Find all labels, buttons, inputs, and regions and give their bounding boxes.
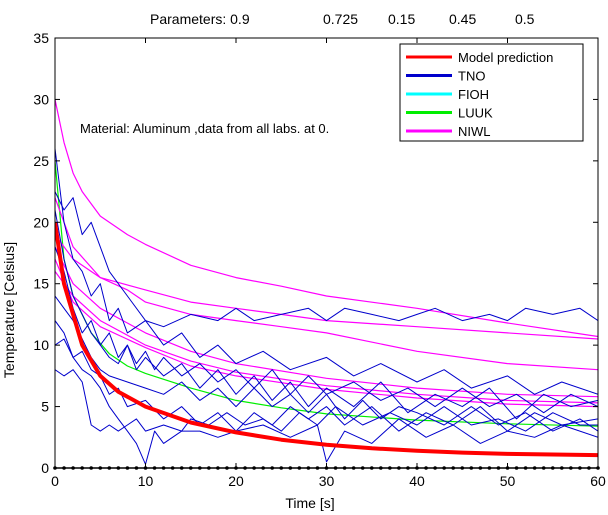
x-tick-label: 50 <box>500 473 516 489</box>
x-tick-label: 20 <box>228 473 244 489</box>
parameter-value-1: 0.725 <box>323 11 358 27</box>
y-tick-label: 5 <box>41 399 49 415</box>
series-line-tno <box>55 320 598 465</box>
chart-annotation: Material: Aluminum ,data from all labs. … <box>80 121 329 136</box>
x-tick-label: 60 <box>590 473 606 489</box>
y-tick-label: 35 <box>33 30 49 46</box>
series-line-niwl <box>55 258 598 408</box>
series-layer <box>55 99 598 465</box>
x-axis-title: Time [s] <box>285 495 334 511</box>
parameters-label: Parameters: 0.9 <box>150 11 250 27</box>
legend-label: LUUK <box>458 106 493 121</box>
parameter-value-4: 0.5 <box>515 11 535 27</box>
parameter-value-2: 0.15 <box>388 11 415 27</box>
x-tick-label: 40 <box>409 473 425 489</box>
legend: Model prediction TNO FIOH LUUK NIWL <box>399 43 584 142</box>
series-line-niwl <box>55 197 598 371</box>
axis-ticks: 0 10 20 30 40 50 60 0 5 10 15 20 25 30 35 <box>33 30 606 489</box>
x-tick-label: 0 <box>51 473 59 489</box>
series-line-tno <box>55 369 598 432</box>
series-line-tno <box>55 246 598 414</box>
series-line-niwl <box>55 271 598 404</box>
series-line-tno <box>55 148 598 334</box>
series-line-tno <box>55 295 598 432</box>
series-line-model-prediction <box>55 222 598 458</box>
y-tick-label: 20 <box>33 214 49 230</box>
x-tick-label: 10 <box>138 473 154 489</box>
y-tick-label: 30 <box>33 91 49 107</box>
parameters-header: Parameters: 0.9 0.725 0.15 0.45 0.5 <box>150 11 535 27</box>
series-line-luuk <box>55 160 598 427</box>
y-tick-label: 0 <box>41 460 49 476</box>
legend-label: FIOH <box>458 87 489 102</box>
series-line-niwl <box>55 99 598 338</box>
legend-label: NIWL <box>458 124 491 139</box>
y-tick-label: 10 <box>33 337 49 353</box>
y-tick-label: 25 <box>33 153 49 169</box>
series-line-tno <box>55 191 598 395</box>
legend-label: Model prediction <box>458 50 553 65</box>
y-axis-title: Temperature [Celsius] <box>1 242 17 378</box>
y-tick-label: 15 <box>33 276 49 292</box>
series-line-niwl <box>55 246 598 398</box>
parameter-value-3: 0.45 <box>449 11 476 27</box>
x-tick-label: 30 <box>319 473 335 489</box>
series-line-niwl <box>55 234 598 340</box>
legend-label: TNO <box>458 69 485 84</box>
